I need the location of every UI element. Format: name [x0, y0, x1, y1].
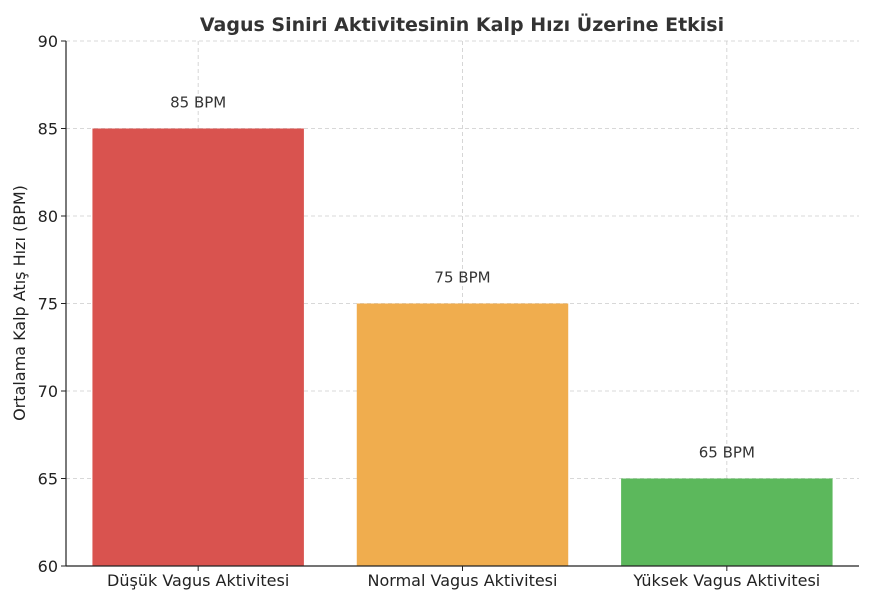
y-tick-label: 60 [38, 557, 58, 576]
chart-title: Vagus Siniri Aktivitesinin Kalp Hızı Üze… [200, 12, 724, 36]
y-tick-label: 75 [38, 295, 58, 314]
bar [621, 478, 833, 566]
data-label: 85 BPM [170, 94, 226, 112]
y-ticks: 60 65 70 75 80 85 90 [38, 32, 66, 576]
y-tick-label: 90 [38, 32, 58, 51]
y-tick-label: 70 [38, 382, 58, 401]
y-axis-label: Ortalama Kalp Atış Hızı (BPM) [10, 185, 29, 421]
x-tick-label: Normal Vagus Aktivitesi [368, 571, 558, 590]
y-tick-label: 80 [38, 207, 58, 226]
bar [92, 128, 304, 566]
y-tick-label: 85 [38, 120, 58, 139]
x-ticks: Düşük Vagus Aktivitesi Normal Vagus Aktiv… [107, 566, 820, 590]
bar [356, 303, 569, 566]
bars [92, 128, 833, 566]
y-tick-label: 65 [38, 470, 58, 489]
data-label: 65 BPM [699, 444, 755, 462]
data-labels: 85 BPM 75 BPM 65 BPM [170, 94, 755, 462]
x-tick-label: Düşük Vagus Aktivitesi [107, 571, 289, 590]
data-label: 75 BPM [434, 269, 490, 287]
x-tick-label: Yüksek Vagus Aktivitesi [632, 571, 820, 590]
